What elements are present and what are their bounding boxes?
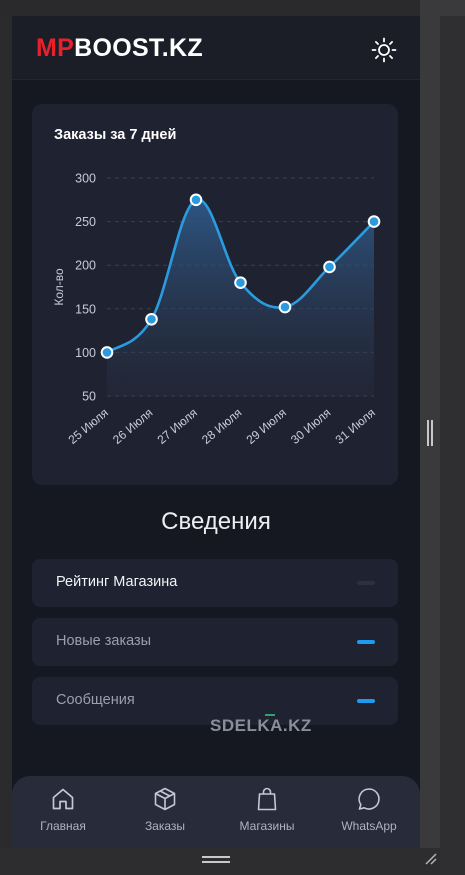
data-point (323, 260, 336, 274)
splitter-handle-icon[interactable] (426, 420, 434, 446)
sun-icon[interactable] (370, 36, 398, 64)
box-icon (154, 787, 176, 811)
info-row-indicator (357, 581, 375, 585)
info-row-label: Сообщения (56, 692, 135, 708)
data-point (234, 276, 247, 289)
info-row-messages[interactable]: Сообщения (32, 677, 398, 725)
data-point (145, 312, 158, 326)
y-tick-label: 50 (82, 390, 96, 404)
home-icon (52, 788, 74, 810)
x-tick-label: 25 Июля (66, 406, 111, 447)
logo-text: BOOST.KZ (74, 34, 203, 62)
window-top-strip (0, 0, 465, 16)
side-panel-edge (440, 16, 465, 875)
x-tick-label: 28 Июля (199, 406, 244, 447)
chat-bubble-icon (358, 788, 380, 810)
x-tick-label: 29 Июля (244, 406, 289, 447)
data-point (367, 215, 381, 228)
mobile-app-frame: MPBOOST.KZ Заказы за 7 дней 300 250 200 150… (12, 16, 420, 848)
nav-item-whatsapp[interactable]: WhatsApp (318, 776, 420, 848)
y-axis-label: Кол-во (52, 268, 66, 306)
orders-line-chart: 300 250 200 150 100 50 Кол-во 25 Июля 26 Июля 27 … (52, 172, 381, 447)
orders-chart-card: Заказы за 7 дней 300 250 200 150 100 50 Кол-во… (32, 104, 398, 485)
nav-label: Главная (40, 819, 86, 833)
x-tick-label: 27 Июля (155, 406, 200, 447)
info-row-label: Рейтинг Магазина (56, 574, 178, 590)
nav-label: WhatsApp (341, 819, 397, 833)
series-area (107, 199, 374, 396)
y-tick-label: 100 (75, 346, 96, 360)
data-point (189, 193, 203, 207)
shopping-bag-icon (257, 787, 277, 811)
nav-label: Магазины (239, 819, 295, 833)
y-tick-label: 150 (75, 302, 96, 316)
x-tick-label: 30 Июля (288, 406, 333, 447)
app-header: MPBOOST.KZ (12, 16, 420, 80)
info-row-store-rating[interactable]: Рейтинг Магазина (32, 559, 398, 607)
data-point (100, 346, 114, 359)
bottom-navigation: Главная Заказы Магазины WhatsApp (12, 776, 420, 848)
watermark-mark (265, 714, 275, 716)
section-title: Сведения (161, 508, 271, 535)
logo-accent: MP (36, 34, 75, 62)
nav-item-home[interactable]: Главная (12, 776, 114, 848)
nav-label: Заказы (144, 819, 186, 833)
chart-title: Заказы за 7 дней (54, 127, 177, 143)
info-row-indicator (357, 699, 375, 703)
nav-item-stores[interactable]: Магазины (216, 776, 318, 848)
x-tick-label: 31 Июля (333, 406, 378, 447)
info-row-indicator (357, 640, 375, 644)
info-row-label: Новые заказы (56, 633, 152, 649)
app-logo[interactable]: MPBOOST.KZ (36, 34, 203, 62)
watermark: SDELKA.KZ (210, 716, 312, 735)
y-tick-label: 300 (75, 172, 96, 186)
y-tick-label: 200 (75, 259, 96, 273)
data-point (278, 300, 292, 314)
x-tick-label: 26 Июля (110, 406, 155, 447)
y-tick-label: 250 (75, 215, 96, 229)
home-indicator-icon[interactable] (202, 856, 230, 864)
info-row-new-orders[interactable]: Новые заказы (32, 618, 398, 666)
resize-grip-icon[interactable] (424, 852, 438, 866)
nav-item-orders[interactable]: Заказы (114, 776, 216, 848)
